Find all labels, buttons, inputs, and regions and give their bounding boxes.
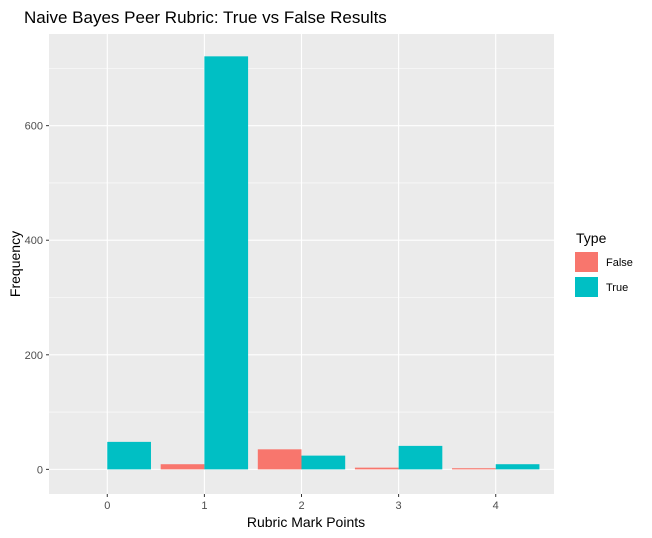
bar-false-4 (452, 468, 496, 470)
x-tick-label: 4 (493, 500, 499, 512)
bar-false-2 (257, 449, 302, 470)
bar-true-2 (301, 455, 346, 470)
legend: Type False True (575, 230, 633, 297)
x-tick-label: 3 (396, 500, 402, 512)
y-axis: 0 200 400 600 (25, 121, 49, 476)
bar-true-4 (495, 464, 540, 470)
bar-false-3 (354, 467, 399, 470)
legend-label-false: False (606, 257, 633, 269)
bar-false-1 (160, 464, 205, 470)
legend-title: Type (576, 230, 607, 246)
x-tick-label: 1 (201, 500, 207, 512)
legend-label-true: True (606, 282, 628, 294)
y-tick-label: 600 (25, 121, 43, 133)
y-tick-label: 200 (25, 350, 43, 362)
chart-title: Naive Bayes Peer Rubric: True vs False R… (24, 8, 387, 27)
bar-true-0 (107, 441, 151, 470)
x-tick-label: 2 (298, 500, 304, 512)
y-tick-label: 400 (25, 235, 43, 247)
x-tick-label: 0 (104, 500, 110, 512)
x-axis: 0 1 2 3 4 (104, 494, 499, 512)
y-axis-title: Frequency (7, 231, 23, 297)
bar-true-1 (204, 56, 249, 470)
y-tick-label: 0 (37, 464, 43, 476)
legend-key-false (575, 252, 598, 272)
x-axis-title: Rubric Mark Points (247, 514, 365, 530)
legend-key-true (575, 277, 598, 297)
bars (107, 56, 540, 470)
bar-true-3 (398, 445, 443, 470)
